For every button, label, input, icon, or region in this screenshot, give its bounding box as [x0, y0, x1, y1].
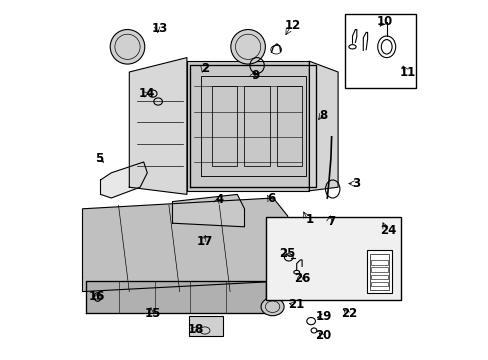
Text: 8: 8 [319, 109, 327, 122]
Text: 19: 19 [315, 310, 331, 323]
Bar [188, 316, 223, 336]
Text: 21: 21 [288, 298, 304, 311]
Bar [366, 250, 391, 293]
Polygon shape [309, 61, 337, 191]
Polygon shape [172, 194, 244, 227]
Text: 1: 1 [305, 213, 313, 226]
Bar [276, 86, 302, 166]
Text: 24: 24 [380, 224, 396, 237]
Text: 17: 17 [196, 235, 213, 248]
Polygon shape [101, 162, 147, 198]
Bar [212, 86, 237, 166]
Text: 14: 14 [139, 87, 155, 100]
Text: 3: 3 [351, 177, 360, 190]
Polygon shape [86, 281, 265, 313]
Text: 18: 18 [187, 323, 203, 336]
Polygon shape [129, 58, 186, 194]
Bar [370, 275, 387, 279]
Text: 4: 4 [215, 193, 223, 206]
Ellipse shape [230, 30, 265, 64]
Text: 10: 10 [376, 15, 392, 28]
Text: 6: 6 [267, 192, 275, 204]
Polygon shape [82, 198, 287, 292]
Text: 9: 9 [251, 69, 259, 82]
Text: 20: 20 [315, 329, 331, 342]
Ellipse shape [261, 298, 284, 316]
Bar [265, 217, 400, 300]
Text: 25: 25 [279, 247, 295, 260]
Text: 22: 22 [340, 307, 356, 320]
Polygon shape [186, 61, 309, 191]
Text: 12: 12 [285, 19, 301, 32]
Text: 7: 7 [326, 215, 334, 228]
Text: 26: 26 [293, 273, 310, 285]
Text: 13: 13 [151, 22, 168, 35]
Bar [345, 14, 415, 88]
Bar [370, 282, 387, 286]
Text: 15: 15 [144, 307, 161, 320]
Text: 2: 2 [201, 62, 208, 75]
Bar [370, 267, 387, 272]
Bar [369, 254, 388, 290]
Bar [370, 260, 387, 265]
Ellipse shape [110, 30, 144, 64]
Bar [244, 86, 269, 166]
Text: 16: 16 [88, 291, 105, 303]
Text: 5: 5 [94, 152, 102, 165]
Text: 11: 11 [399, 66, 416, 78]
